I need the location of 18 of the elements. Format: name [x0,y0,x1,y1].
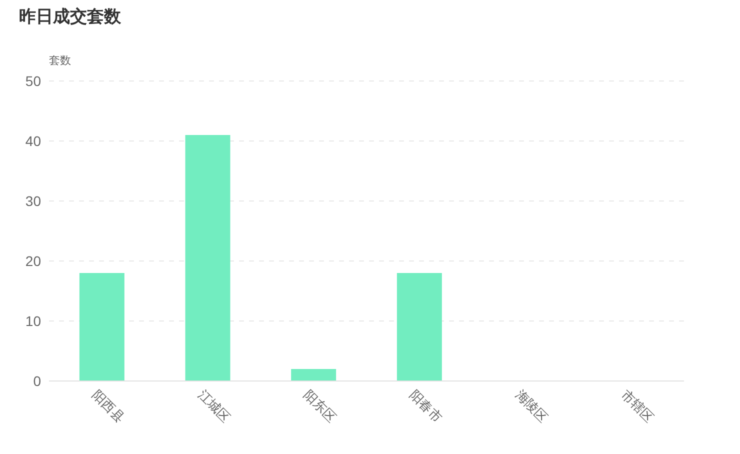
y-tick-label: 30 [25,192,42,209]
y-tick-label: 20 [25,252,42,269]
y-axis-title: 套数 [49,55,71,67]
chart-title: 昨日成交套数 [19,7,122,26]
x-tick-label: 阳西县 [89,386,128,426]
x-tick-label: 阳东区 [301,386,340,426]
bar [185,135,230,381]
x-tick-label: 阳春市 [406,386,446,426]
x-tick-label: 海陵区 [512,386,551,426]
x-tick-label: 市辖区 [618,386,657,426]
bar [79,273,124,381]
x-tick-label: 江城区 [195,386,234,426]
y-tick-label: 0 [33,372,42,389]
y-tick-label: 50 [25,72,42,89]
bar [396,273,442,381]
y-tick-label: 10 [25,312,42,329]
y-tick-label: 40 [25,132,42,149]
bar [291,369,336,381]
